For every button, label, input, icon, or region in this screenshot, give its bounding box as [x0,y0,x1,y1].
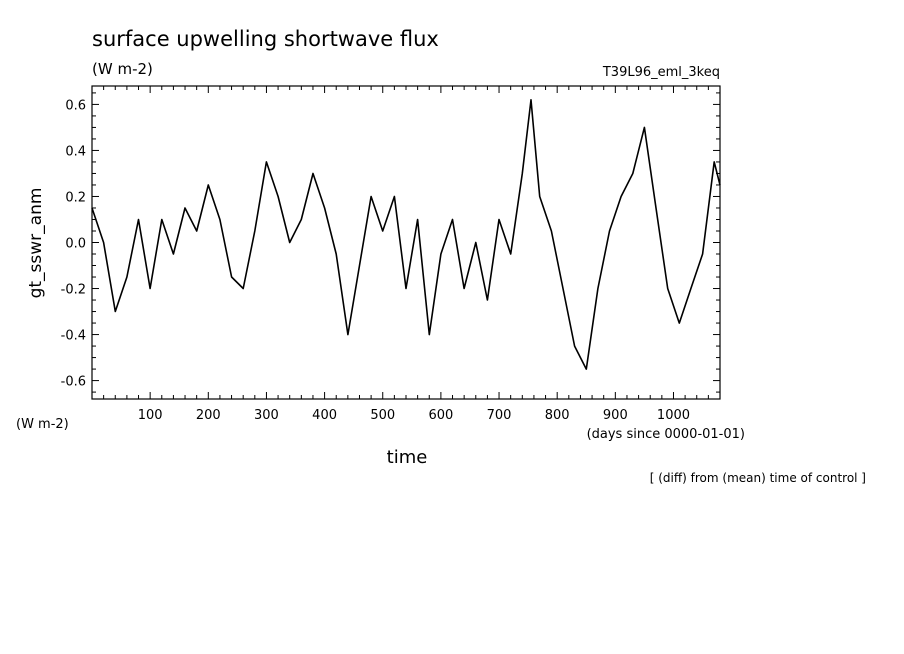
plot-series [91,99,721,370]
x-tick-label: 300 [254,408,279,423]
x-tick-label: 500 [370,408,395,423]
plot-frame [91,85,721,400]
x-tick-label: 800 [545,408,570,423]
y-tick-label: 0.0 [65,237,86,252]
chart-title: surface upwelling shortwave flux [92,27,439,51]
x-axis-units: (days since 0000-01-01) [587,427,745,442]
y-axis: -0.6 -0.4 -0.2 0.0 0.2 0.4 0.6 [61,92,720,393]
comparison-note: [ (diff) from (mean) time of control ] [650,471,866,485]
x-tick-label: 1000 [657,408,690,423]
x-tick-label: 900 [603,408,628,423]
series-line [91,99,721,370]
x-tick-label: 600 [428,408,453,423]
x-tick-label: 100 [138,408,163,423]
y-axis-label: gt_sswr_anm [26,188,46,299]
y-tick-label: -0.4 [61,329,86,344]
x-tick-label: 400 [312,408,337,423]
chart-title-units: (W m-2) [92,60,153,78]
y-tick-label: -0.6 [61,375,86,390]
x-tick-label: 200 [196,408,221,423]
y-tick-label: 0.2 [65,190,86,205]
x-axis-label: time [387,447,428,468]
y-tick-label: 0.6 [65,98,86,113]
experiment-label: T39L96_eml_3keq [602,65,720,80]
y-tick-label: 0.4 [65,144,86,159]
x-axis: 100 200 300 400 500 600 700 800 900 1000 [103,86,709,423]
y-tick-label: -0.2 [61,283,86,298]
x-tick-label: 700 [487,408,512,423]
y-axis-units: (W m-2) [16,417,69,432]
